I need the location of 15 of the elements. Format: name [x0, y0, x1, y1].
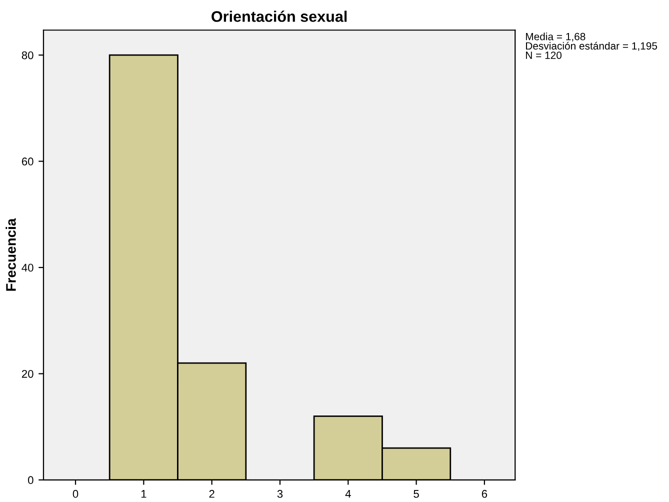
y-tick-label: 20 — [22, 370, 34, 378]
x-tick-label: 5 — [414, 490, 419, 498]
text: Media = 1,68 Desviación estándar = 1,195 N = 120 — [526, 32, 658, 59]
y-tick-label: 0 — [28, 476, 34, 484]
x-tick-label: 3 — [277, 490, 283, 498]
x-tick-label: 6 — [482, 490, 488, 498]
x-tick-label: 1 — [141, 490, 146, 498]
y-tick-label: 60 — [22, 158, 34, 166]
x-tick-label: 2 — [209, 490, 214, 498]
chart-title: Orientación sexual — [212, 10, 347, 22]
x-tick-label: 4 — [345, 490, 351, 498]
y-tick-label: 80 — [22, 51, 34, 60]
y-axis-title: Frecuencia — [6, 218, 16, 291]
y-tick-label: 40 — [22, 264, 34, 272]
x-tick-label: 0 — [72, 490, 78, 498]
